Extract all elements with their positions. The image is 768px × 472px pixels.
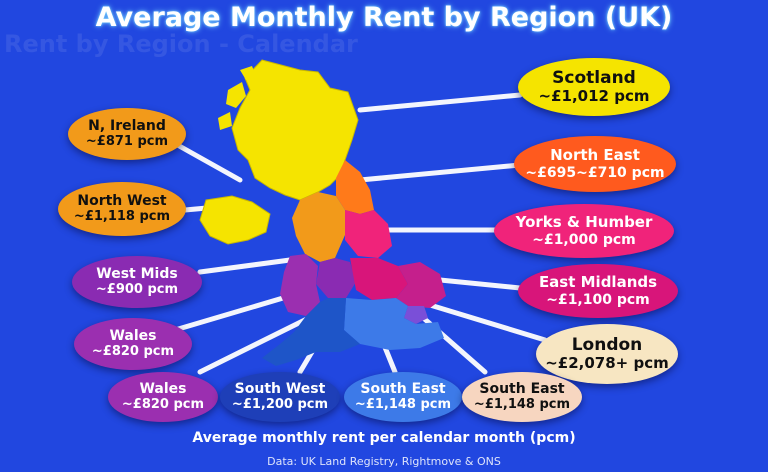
region-north-east: [336, 160, 374, 214]
region-south-west: [262, 298, 360, 366]
label-n-ireland-name: N, Ireland: [88, 118, 166, 135]
region-scotland-islands: [218, 66, 256, 130]
label-wales-2: Wales ~£820 pcm: [108, 372, 218, 422]
label-london: London ~£2,078+ pcm: [536, 324, 678, 384]
label-west-mids-value: ~£900 pcm: [95, 281, 179, 297]
label-east-midlands: East Midlands ~£1,100 pcm: [518, 264, 678, 318]
label-north-west-value: ~£1,118 pcm: [73, 208, 171, 224]
label-wales-1-name: Wales: [109, 328, 157, 345]
footer-caption: Average monthly rent per calendar month …: [192, 430, 576, 446]
label-n-ireland: N, Ireland ~£871 pcm: [68, 108, 186, 160]
label-wales-1-value: ~£820 pcm: [91, 343, 175, 359]
label-north-west-name: North West: [77, 193, 167, 210]
region-wales: [280, 254, 320, 316]
label-london-name: London: [571, 334, 643, 355]
label-north-east-name: North East: [550, 146, 640, 165]
label-south-west: South West ~£1,200 pcm: [220, 372, 340, 422]
label-south-east-1-value: ~£1,148 pcm: [354, 396, 452, 412]
label-south-east-1: South East ~£1,148 pcm: [344, 372, 462, 422]
connector-west-mids: [197, 255, 308, 275]
region-east: [396, 262, 446, 308]
region-south-east: [344, 298, 444, 350]
region-east-midlands: [350, 258, 408, 300]
label-west-mids-name: West Mids: [96, 266, 178, 283]
label-south-east-2: South East ~£1,148 pcm: [462, 372, 582, 422]
label-south-west-name: South West: [234, 381, 326, 398]
label-south-east-2-name: South East: [479, 381, 565, 398]
region-yorks-humber: [345, 210, 392, 258]
ghost-text-overlay: Rent by Region - Calendar: [4, 30, 358, 58]
label-scotland-name: Scotland: [552, 67, 636, 88]
label-north-east-value: ~£695~£710 pcm: [525, 164, 665, 181]
connector-scotland: [357, 92, 523, 113]
region-n-ireland: [199, 195, 271, 245]
label-scotland-value: ~£1,012 pcm: [538, 87, 650, 106]
label-wales-2-value: ~£820 pcm: [121, 396, 205, 412]
label-south-east-2-value: ~£1,148 pcm: [473, 396, 571, 412]
label-scotland: Scotland ~£1,012 pcm: [518, 58, 670, 116]
region-london: [404, 306, 428, 324]
label-west-mids: West Mids ~£900 pcm: [72, 256, 202, 308]
label-wales-1: Wales ~£820 pcm: [74, 318, 192, 370]
footer-source: Data: UK Land Registry, Rightmove & ONS: [267, 455, 501, 468]
page-title: Average Monthly Rent by Region (UK): [95, 2, 673, 33]
label-yorks-humber: Yorks & Humber ~£1,000 pcm: [494, 204, 674, 258]
region-west-mids: [316, 258, 356, 298]
region-north-west: [292, 192, 345, 262]
label-n-ireland-value: ~£871 pcm: [85, 133, 169, 149]
label-yorks-humber-name: Yorks & Humber: [515, 213, 653, 232]
label-east-midlands-value: ~£1,100 pcm: [546, 291, 650, 308]
label-north-east: North East ~£695~£710 pcm: [514, 136, 676, 192]
label-london-value: ~£2,078+ pcm: [545, 354, 669, 373]
label-yorks-humber-value: ~£1,000 pcm: [532, 231, 636, 248]
label-east-midlands-name: East Midlands: [538, 273, 658, 292]
label-south-east-1-name: South East: [360, 381, 446, 398]
label-south-west-value: ~£1,200 pcm: [231, 396, 329, 412]
connector-north-east: [357, 162, 523, 183]
connector-london: [427, 302, 548, 343]
label-north-west: North West ~£1,118 pcm: [58, 182, 186, 236]
label-wales-2-name: Wales: [139, 381, 187, 398]
